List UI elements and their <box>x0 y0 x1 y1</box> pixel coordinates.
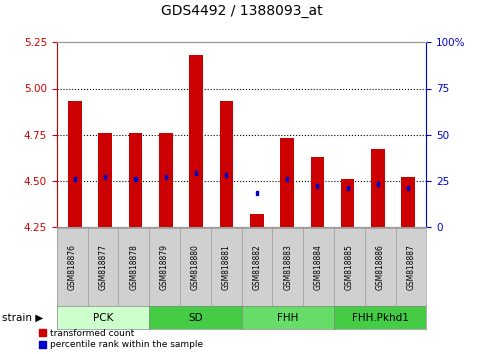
Text: GSM818883: GSM818883 <box>283 244 292 290</box>
Bar <box>189 55 203 227</box>
Bar <box>280 138 294 227</box>
Bar <box>407 186 409 190</box>
Bar <box>347 186 349 190</box>
Bar <box>317 184 318 188</box>
Bar <box>165 175 167 179</box>
Legend: transformed count, percentile rank within the sample: transformed count, percentile rank withi… <box>39 329 203 349</box>
Text: PCK: PCK <box>93 313 113 323</box>
Text: GSM818878: GSM818878 <box>129 244 138 290</box>
Text: GSM818877: GSM818877 <box>99 244 107 290</box>
Text: GSM818879: GSM818879 <box>160 244 169 290</box>
Text: GSM818885: GSM818885 <box>345 244 354 290</box>
Text: GSM818882: GSM818882 <box>252 244 261 290</box>
Bar <box>135 177 137 181</box>
Text: FHH: FHH <box>277 313 298 323</box>
Bar <box>311 156 324 227</box>
Bar <box>159 133 173 227</box>
Bar <box>377 182 379 186</box>
Bar <box>401 177 415 227</box>
Bar <box>195 171 197 175</box>
Bar <box>256 192 258 195</box>
Text: strain ▶: strain ▶ <box>2 313 44 323</box>
Text: SD: SD <box>188 313 203 323</box>
Bar <box>74 177 76 181</box>
Bar <box>250 214 264 227</box>
Text: FHH.Pkhd1: FHH.Pkhd1 <box>352 313 409 323</box>
Bar <box>371 149 385 227</box>
Bar <box>99 133 112 227</box>
Bar <box>341 179 354 227</box>
Bar <box>225 173 227 177</box>
Text: GSM818887: GSM818887 <box>407 244 416 290</box>
Bar <box>286 177 288 181</box>
Text: GSM818886: GSM818886 <box>376 244 385 290</box>
Bar <box>219 101 233 227</box>
Text: GSM818876: GSM818876 <box>68 244 76 290</box>
Text: GSM818884: GSM818884 <box>314 244 323 290</box>
Text: GDS4492 / 1388093_at: GDS4492 / 1388093_at <box>161 4 322 18</box>
Bar <box>104 175 106 179</box>
Bar <box>129 133 142 227</box>
Text: GSM818880: GSM818880 <box>191 244 200 290</box>
Text: GSM818881: GSM818881 <box>222 244 231 290</box>
Bar <box>68 101 82 227</box>
